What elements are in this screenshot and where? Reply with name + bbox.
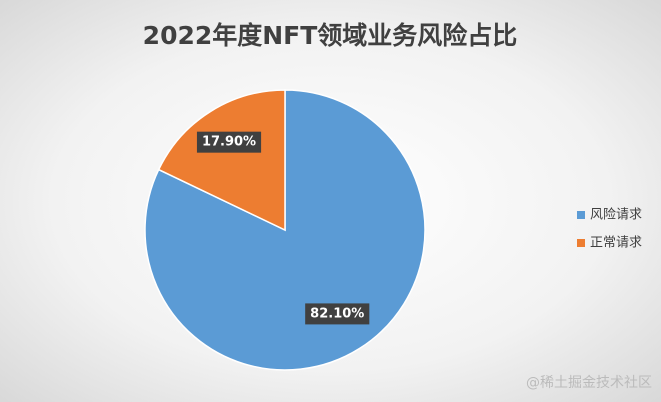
data-label-box [196, 131, 262, 153]
legend-label: 正常请求 [590, 236, 642, 251]
data-label-text: 17.90% [202, 135, 256, 150]
chart-title: 2022年度NFT领域业务风险占比 [143, 21, 518, 50]
legend-swatch [577, 211, 585, 219]
legend-label: 风险请求 [590, 208, 642, 223]
legend-swatch [577, 239, 585, 247]
pie-slice [157, 89, 286, 232]
data-label-box [305, 303, 370, 325]
data-label-text: 82.10% [310, 306, 364, 321]
data-label: 17.90% [196, 131, 262, 153]
data-label: 82.10% [305, 303, 370, 325]
watermark: @稀土掘金技术社区 [526, 375, 652, 391]
